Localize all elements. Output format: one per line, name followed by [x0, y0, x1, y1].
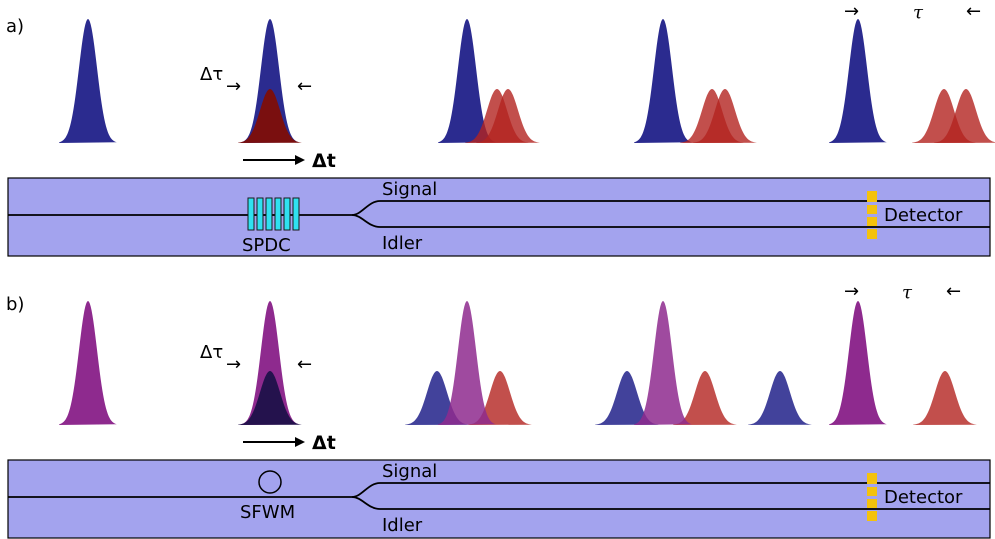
panel-b-delta-tau-arrow-left: ←: [297, 354, 312, 375]
panel-a-pump-pulse-2: [241, 19, 299, 143]
panel-a-idler-pulse-3: [476, 89, 540, 143]
panel-b-detector-label: Detector: [884, 487, 963, 508]
panel-b-photon-pair-overlap: [238, 371, 302, 425]
panel-b-idler-label: Idler: [382, 515, 423, 536]
panel-a-idler-label: Idler: [382, 233, 423, 254]
panel-b-ring-resonator: [258, 470, 282, 494]
panel-b-pump-pulse-1: [59, 301, 117, 425]
panel-b-pump-pulse-4: [634, 301, 692, 425]
panel-a-detector-label: Detector: [884, 205, 963, 226]
panel-a-spdc-crystal: [247, 197, 300, 231]
panel-a-signal-label: Signal: [382, 179, 437, 200]
panel-a-waveguides: [8, 200, 990, 228]
panel-a-tau-arrow-right: →: [844, 1, 859, 22]
panel-a-photon-pair-overlap: [238, 89, 302, 143]
panel-b-detector: [867, 473, 877, 521]
panel-a-idler-pulse-5: [934, 89, 995, 143]
panel-b: b) Δτ → ← → τ ← Δt SFWM Signal Idler Det…: [6, 281, 991, 539]
panel-b-signal-label: Signal: [382, 461, 437, 482]
panel-b-pump-pulse-2: [241, 301, 299, 425]
panel-b-idler-pulse-5: [748, 371, 812, 425]
panel-b-delta-t: Δt: [312, 432, 336, 454]
panel-b-signal-pulse-4: [673, 371, 737, 425]
panel-a-delta-t-arrow: [243, 155, 305, 165]
panel-a-delta-tau-arrow-right: →: [226, 76, 241, 97]
panel-b-label: b): [6, 294, 24, 315]
panel-b-source-label: SFWM: [240, 502, 295, 523]
panel-a-pump-pulse-3: [438, 19, 496, 143]
panel-a: a) Δτ → ← → τ ← Δt SPDC Signal: [6, 1, 991, 257]
panel-a-source-label: SPDC: [242, 235, 291, 256]
panel-a-pump-pulse-4: [634, 19, 692, 143]
panel-b-tau: τ: [902, 282, 913, 303]
panel-b-delta-t-arrow: [243, 437, 305, 447]
panel-a-delta-tau-arrow-left: ←: [297, 76, 312, 97]
panel-b-chip: [7, 459, 991, 539]
panel-a-tau: τ: [913, 2, 924, 23]
panel-a-delta-t: Δt: [312, 150, 336, 172]
panel-b-delta-tau: Δτ: [200, 342, 223, 363]
panel-a-detector: [867, 191, 877, 239]
panel-b-pump-pulse-5: [829, 301, 887, 425]
panel-b-waveguides: [8, 482, 990, 510]
panel-a-chip: [7, 177, 991, 257]
panel-b-pump-pulse-3: [438, 301, 496, 425]
panel-a-pump-pulse-5: [829, 19, 887, 143]
panel-b-delta-tau-arrow-right: →: [226, 354, 241, 375]
panel-b-tau-arrow-right: →: [844, 281, 859, 302]
panel-a-tau-arrow-left: ←: [966, 1, 981, 22]
panel-b-signal-pulse-5: [913, 371, 977, 425]
panel-a-label: a): [6, 16, 24, 37]
panel-a-delta-tau: Δτ: [200, 64, 223, 85]
panel-a-pump-pulse-1: [59, 19, 117, 143]
panel-b-tau-arrow-left: ←: [946, 281, 961, 302]
panel-b-idler-pulse-4: [595, 371, 659, 425]
panel-a-idler-pulse-4: [693, 89, 757, 143]
